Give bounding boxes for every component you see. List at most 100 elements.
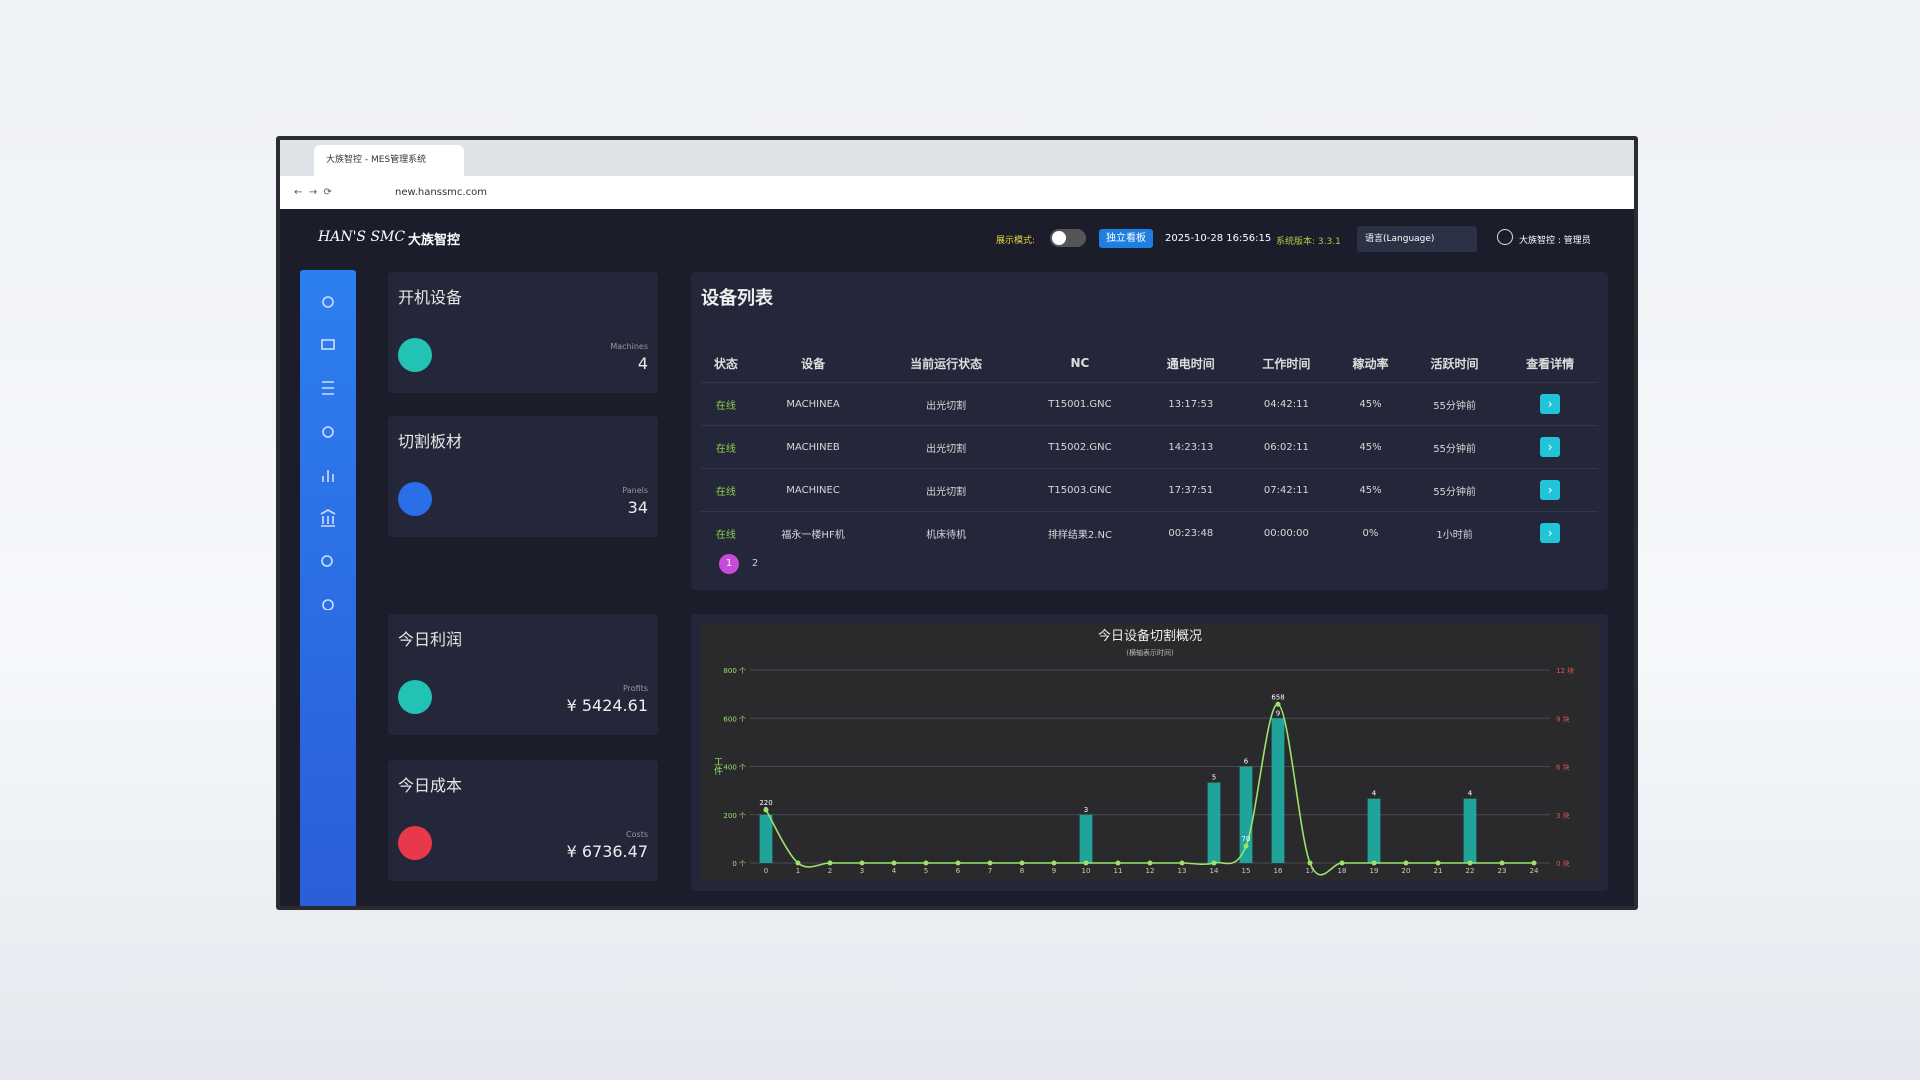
card-label: Machines xyxy=(610,342,648,351)
language-select[interactable]: 语言(Language) xyxy=(1357,226,1477,252)
datetime: 2025-10-28 16:56:15 xyxy=(1165,233,1272,244)
line-label: 658 xyxy=(1271,693,1284,701)
cell: 55分钟前 xyxy=(1406,425,1503,469)
page-button[interactable]: 2 xyxy=(751,558,759,569)
cell: 在线 xyxy=(701,425,751,469)
detail-button[interactable]: › xyxy=(1540,437,1561,457)
line-point xyxy=(1435,860,1441,866)
cell: 14:23:13 xyxy=(1143,425,1239,469)
x-tick-label: 10 xyxy=(1082,867,1091,875)
url[interactable]: new.hanssmc.com xyxy=(395,187,487,198)
y-tick-label: 400 个 xyxy=(723,764,746,772)
bar xyxy=(1207,782,1221,863)
column-header: 查看详情 xyxy=(1526,356,1575,371)
y-axis-label: 工件 xyxy=(712,757,723,776)
x-tick-label: 2 xyxy=(828,867,832,875)
x-tick-label: 24 xyxy=(1530,867,1539,875)
line-point xyxy=(1051,860,1057,866)
version: 系统版本: 3.3.1 xyxy=(1276,237,1341,247)
icon-settings[interactable] xyxy=(322,599,334,611)
card-value: ¥ 5424.61 xyxy=(566,696,648,715)
tab[interactable]: 大族智控 - MES管理系统 xyxy=(314,145,464,176)
card-value: 4 xyxy=(637,354,648,373)
x-tick-label: 12 xyxy=(1146,867,1155,875)
y2-tick-label: 3 块 xyxy=(1556,811,1570,820)
x-tick-label: 1 xyxy=(796,867,800,875)
device-table: 状态 设备 当前运行状态 NC 通电时间 工作时间 稼动率 活跃时间 查看详情 在线 MACHINE… xyxy=(701,344,1598,554)
card-label: Panels xyxy=(622,486,648,495)
cell: 00:23:48 xyxy=(1143,511,1239,554)
icon-search[interactable] xyxy=(321,555,333,567)
x-tick-label: 6 xyxy=(956,867,961,875)
icon-bank[interactable] xyxy=(320,509,336,527)
column-header: 设备 xyxy=(801,356,826,371)
cell: MACHINEC xyxy=(750,468,876,512)
card-value: 34 xyxy=(627,498,648,517)
bar xyxy=(1367,798,1381,863)
card: 切割板材 Panels 34 xyxy=(388,416,658,537)
detail-cell: › xyxy=(1502,511,1598,554)
y-tick-label: 800 个 xyxy=(723,667,746,675)
screen: 大族智控 - MES管理系统 ← → ⟳ new.hanssmc.com HAN… xyxy=(280,140,1634,906)
detail-cell: › xyxy=(1502,382,1598,426)
line-point xyxy=(1179,860,1185,866)
card-title: 今日利润 xyxy=(398,630,463,649)
sidebar xyxy=(300,270,356,906)
card-icon xyxy=(398,680,432,714)
page-button[interactable]: 1 xyxy=(719,554,739,574)
line-point xyxy=(955,860,961,866)
cell: 出光切割 xyxy=(875,425,1017,469)
table-row: 在线 福永一楼HF机 机床待机 排样结果2.NC 00:23:48 00:00:00 0% 1… xyxy=(701,511,1598,554)
cell: 排样结果2.NC xyxy=(1016,511,1144,554)
x-tick-label: 11 xyxy=(1114,867,1123,875)
bar xyxy=(759,814,773,863)
card: 今日利润 Profits ¥ 5424.61 xyxy=(388,614,658,735)
x-tick-label: 4 xyxy=(892,867,897,875)
x-tick-label: 5 xyxy=(924,867,928,875)
icon-home[interactable] xyxy=(322,296,334,308)
user[interactable]: 大族智控 : 管理员 xyxy=(1519,236,1591,246)
icon-list[interactable] xyxy=(322,381,334,395)
cell: 1小时前 xyxy=(1406,511,1503,554)
line-point xyxy=(1531,860,1537,866)
cell: 在线 xyxy=(701,468,751,512)
x-tick-label: 19 xyxy=(1370,867,1379,875)
nav-icons[interactable]: ← → ⟳ xyxy=(294,187,332,198)
header: HAN'S SMC 大族智控 展示模式: 独立看板 2025-10-28 16:… xyxy=(280,209,1634,267)
cell: 45% xyxy=(1334,382,1407,426)
icon-process[interactable] xyxy=(322,426,334,438)
column-header: 当前运行状态 xyxy=(910,356,983,371)
bar-label: 3 xyxy=(1084,806,1088,814)
x-tick-label: 17 xyxy=(1306,867,1315,875)
detail-button[interactable]: › xyxy=(1540,480,1561,500)
line-point xyxy=(763,807,769,813)
card-icon xyxy=(398,338,432,372)
detail-cell: › xyxy=(1502,425,1598,469)
cell: 福永一楼HF机 xyxy=(750,511,876,554)
chart: 今日设备切割概况 (横轴表示时间) 工件 0 个 200 个 400 个 600 个 8… xyxy=(701,623,1599,880)
detail-cell: › xyxy=(1502,468,1598,512)
logo-cn: 大族智控 xyxy=(408,233,461,248)
line-point xyxy=(1403,860,1409,866)
y2-tick-label: 6 块 xyxy=(1556,763,1570,772)
cell: T15001.GNC xyxy=(1016,382,1144,426)
bar-label: 9 xyxy=(1276,709,1280,717)
logo: HAN'S SMC xyxy=(318,229,406,245)
toggle[interactable] xyxy=(1050,229,1086,247)
card-title: 开机设备 xyxy=(398,288,463,307)
x-tick-label: 18 xyxy=(1338,867,1347,875)
icon-device[interactable] xyxy=(321,339,335,350)
icon-stats[interactable] xyxy=(322,470,334,482)
x-tick-label: 7 xyxy=(988,867,992,875)
detail-button[interactable]: › xyxy=(1540,394,1561,414)
cell: 13:17:53 xyxy=(1143,382,1239,426)
user-icon[interactable] xyxy=(1497,229,1513,245)
line-label: 70 xyxy=(1242,835,1251,843)
cell: 17:37:51 xyxy=(1143,468,1239,512)
board-button[interactable]: 独立看板 xyxy=(1099,229,1153,248)
detail-button[interactable]: › xyxy=(1540,523,1561,543)
card-icon xyxy=(398,482,432,516)
column-header: NC xyxy=(1070,356,1090,370)
